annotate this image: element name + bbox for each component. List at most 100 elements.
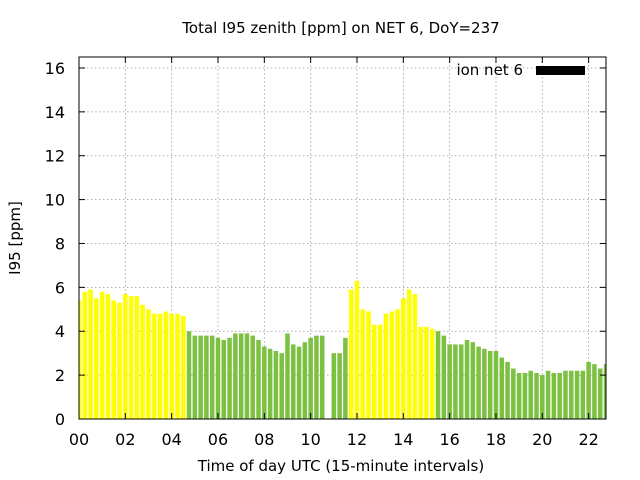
bar bbox=[482, 348, 487, 419]
bar bbox=[412, 293, 418, 419]
bar bbox=[383, 313, 389, 419]
bar bbox=[111, 300, 117, 419]
bar bbox=[470, 342, 476, 419]
bar bbox=[401, 298, 406, 419]
x-tick-label: 06 bbox=[208, 430, 228, 449]
bar bbox=[574, 370, 580, 419]
bar bbox=[105, 293, 111, 419]
bar bbox=[464, 340, 470, 419]
y-axis-label: I95 [ppm] bbox=[6, 201, 24, 275]
bar bbox=[117, 302, 122, 419]
bar bbox=[568, 370, 574, 419]
y-tick-label: 6 bbox=[55, 278, 65, 297]
grid bbox=[79, 57, 606, 419]
y-tick-label: 2 bbox=[55, 366, 65, 385]
bar bbox=[337, 353, 342, 419]
bar bbox=[250, 335, 255, 419]
bar bbox=[152, 313, 157, 419]
y-tick-label: 10 bbox=[45, 191, 65, 210]
bar bbox=[291, 344, 296, 419]
y-tick-label: 4 bbox=[55, 322, 65, 341]
bar bbox=[534, 372, 539, 419]
bar bbox=[441, 335, 447, 419]
x-tick-label: 12 bbox=[347, 430, 367, 449]
legend: ion net 6 bbox=[456, 61, 585, 79]
x-tick-labels: 00 02 04 06 08 10 12 14 16 18 20 22 bbox=[69, 430, 599, 449]
bar bbox=[180, 315, 186, 419]
bar bbox=[227, 337, 232, 419]
y-tick-labels: 0 2 4 6 8 10 12 14 16 bbox=[45, 59, 65, 429]
bar bbox=[435, 331, 441, 419]
bar bbox=[447, 344, 452, 419]
bar bbox=[175, 313, 180, 419]
bar bbox=[557, 372, 562, 419]
bar bbox=[540, 375, 545, 419]
bar bbox=[88, 289, 93, 419]
bar bbox=[430, 329, 435, 419]
bar bbox=[198, 335, 203, 419]
tick-marks bbox=[78, 57, 606, 420]
x-tick-label: 00 bbox=[69, 430, 89, 449]
bar bbox=[592, 364, 597, 419]
bar bbox=[597, 368, 603, 419]
x-tick-label: 14 bbox=[393, 430, 413, 449]
bar bbox=[476, 346, 481, 419]
bar bbox=[505, 361, 510, 419]
x-tick-label: 22 bbox=[578, 430, 598, 449]
x-tick-label: 10 bbox=[300, 430, 320, 449]
bar bbox=[215, 337, 221, 419]
bar bbox=[331, 353, 337, 419]
bar bbox=[123, 293, 128, 419]
bar bbox=[453, 344, 458, 419]
bar bbox=[238, 333, 244, 419]
bar bbox=[308, 337, 313, 419]
bar bbox=[233, 333, 238, 419]
plot-frame bbox=[78, 56, 607, 420]
bar bbox=[244, 333, 250, 419]
bar bbox=[406, 289, 412, 419]
bar bbox=[169, 313, 174, 419]
bar bbox=[528, 370, 533, 419]
bar bbox=[146, 309, 151, 419]
bar bbox=[366, 311, 371, 419]
bar bbox=[586, 361, 591, 419]
bar bbox=[511, 368, 516, 419]
bar bbox=[516, 372, 522, 419]
x-axis-label: Time of day UTC (15-minute intervals) bbox=[197, 457, 484, 475]
y-tick-label: 0 bbox=[55, 410, 65, 429]
y-tick-label: 14 bbox=[45, 103, 65, 122]
bar bbox=[256, 340, 261, 419]
bar bbox=[354, 280, 360, 419]
bar bbox=[204, 335, 209, 419]
bar bbox=[94, 298, 99, 419]
bar bbox=[273, 350, 279, 419]
bar bbox=[157, 313, 163, 419]
bar bbox=[545, 370, 551, 419]
bar bbox=[79, 300, 82, 419]
bar bbox=[372, 324, 377, 419]
x-tick-label: 02 bbox=[115, 430, 135, 449]
bar bbox=[314, 335, 319, 419]
bar bbox=[262, 346, 267, 419]
chart-title: Total I95 zenith [ppm] on NET 6, DoY=237 bbox=[181, 19, 499, 37]
bar bbox=[563, 370, 568, 419]
bar bbox=[279, 353, 284, 419]
x-tick-label: 20 bbox=[532, 430, 552, 449]
bar bbox=[487, 350, 493, 419]
x-tick-label: 08 bbox=[254, 430, 274, 449]
bar bbox=[377, 324, 383, 419]
bar bbox=[192, 335, 198, 419]
x-tick-label: 16 bbox=[439, 430, 459, 449]
legend-label: ion net 6 bbox=[456, 61, 523, 79]
bar bbox=[603, 364, 606, 419]
bar bbox=[128, 296, 134, 419]
bar bbox=[389, 311, 394, 419]
bar bbox=[221, 340, 227, 419]
bar bbox=[418, 326, 423, 419]
y-tick-label: 12 bbox=[45, 147, 65, 166]
bar bbox=[134, 296, 140, 419]
bar bbox=[267, 348, 273, 419]
bar bbox=[551, 372, 557, 419]
